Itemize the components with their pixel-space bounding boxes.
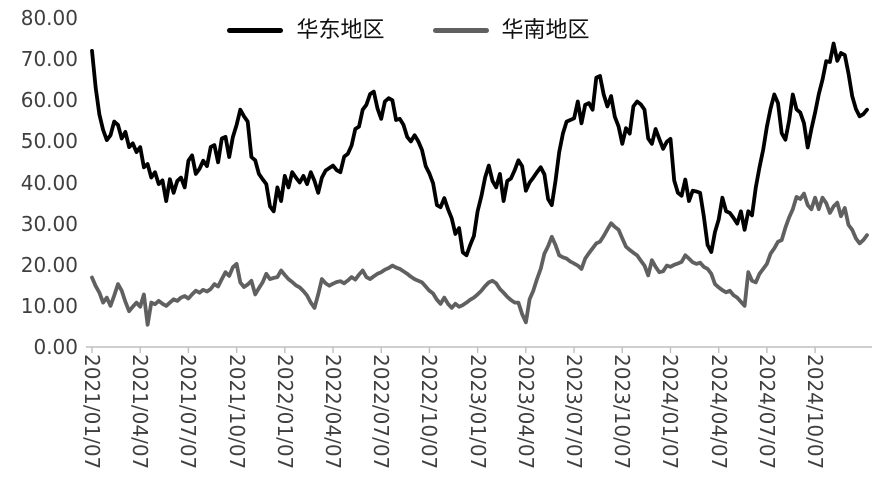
x-axis-label: 2024/04/07: [706, 354, 731, 470]
y-axis-label: 0.00: [33, 335, 78, 359]
y-axis-label: 70.00: [20, 47, 78, 72]
y-axis-label: 30.00: [20, 211, 78, 236]
x-axis-label: 2023/04/07: [513, 354, 538, 470]
x-axis-label: 2022/04/07: [321, 354, 346, 470]
x-axis-label: 2021/10/07: [224, 354, 249, 470]
y-axis-label: 40.00: [20, 170, 78, 195]
x-axis-label: 2021/01/07: [80, 354, 104, 470]
y-axis-label: 60.00: [20, 88, 78, 113]
y-axis-label: 10.00: [20, 293, 78, 318]
series-line-east-china: [90, 41, 869, 258]
x-axis-label: 2024/10/07: [803, 354, 828, 470]
x-axis-label: 2021/07/07: [176, 354, 201, 470]
x-axis-label: 2023/01/07: [465, 354, 490, 470]
y-axis-label: 50.00: [20, 129, 78, 154]
x-axis-label: 2024/07/07: [754, 354, 779, 470]
y-axis-label: 20.00: [20, 252, 78, 277]
x-axis-label: 2021/04/07: [128, 354, 153, 470]
x-axis-label: 2022/10/07: [417, 354, 442, 470]
y-axis-label: 80.00: [20, 6, 78, 30]
series-line-south-china: [90, 191, 869, 327]
x-axis-label: 2022/01/07: [272, 354, 297, 470]
x-axis-label: 2022/07/07: [369, 354, 394, 470]
x-axis-label: 2024/01/07: [658, 354, 683, 470]
x-axis-label: 2023/07/07: [562, 354, 587, 470]
x-axis-label: 2023/10/07: [610, 354, 635, 470]
